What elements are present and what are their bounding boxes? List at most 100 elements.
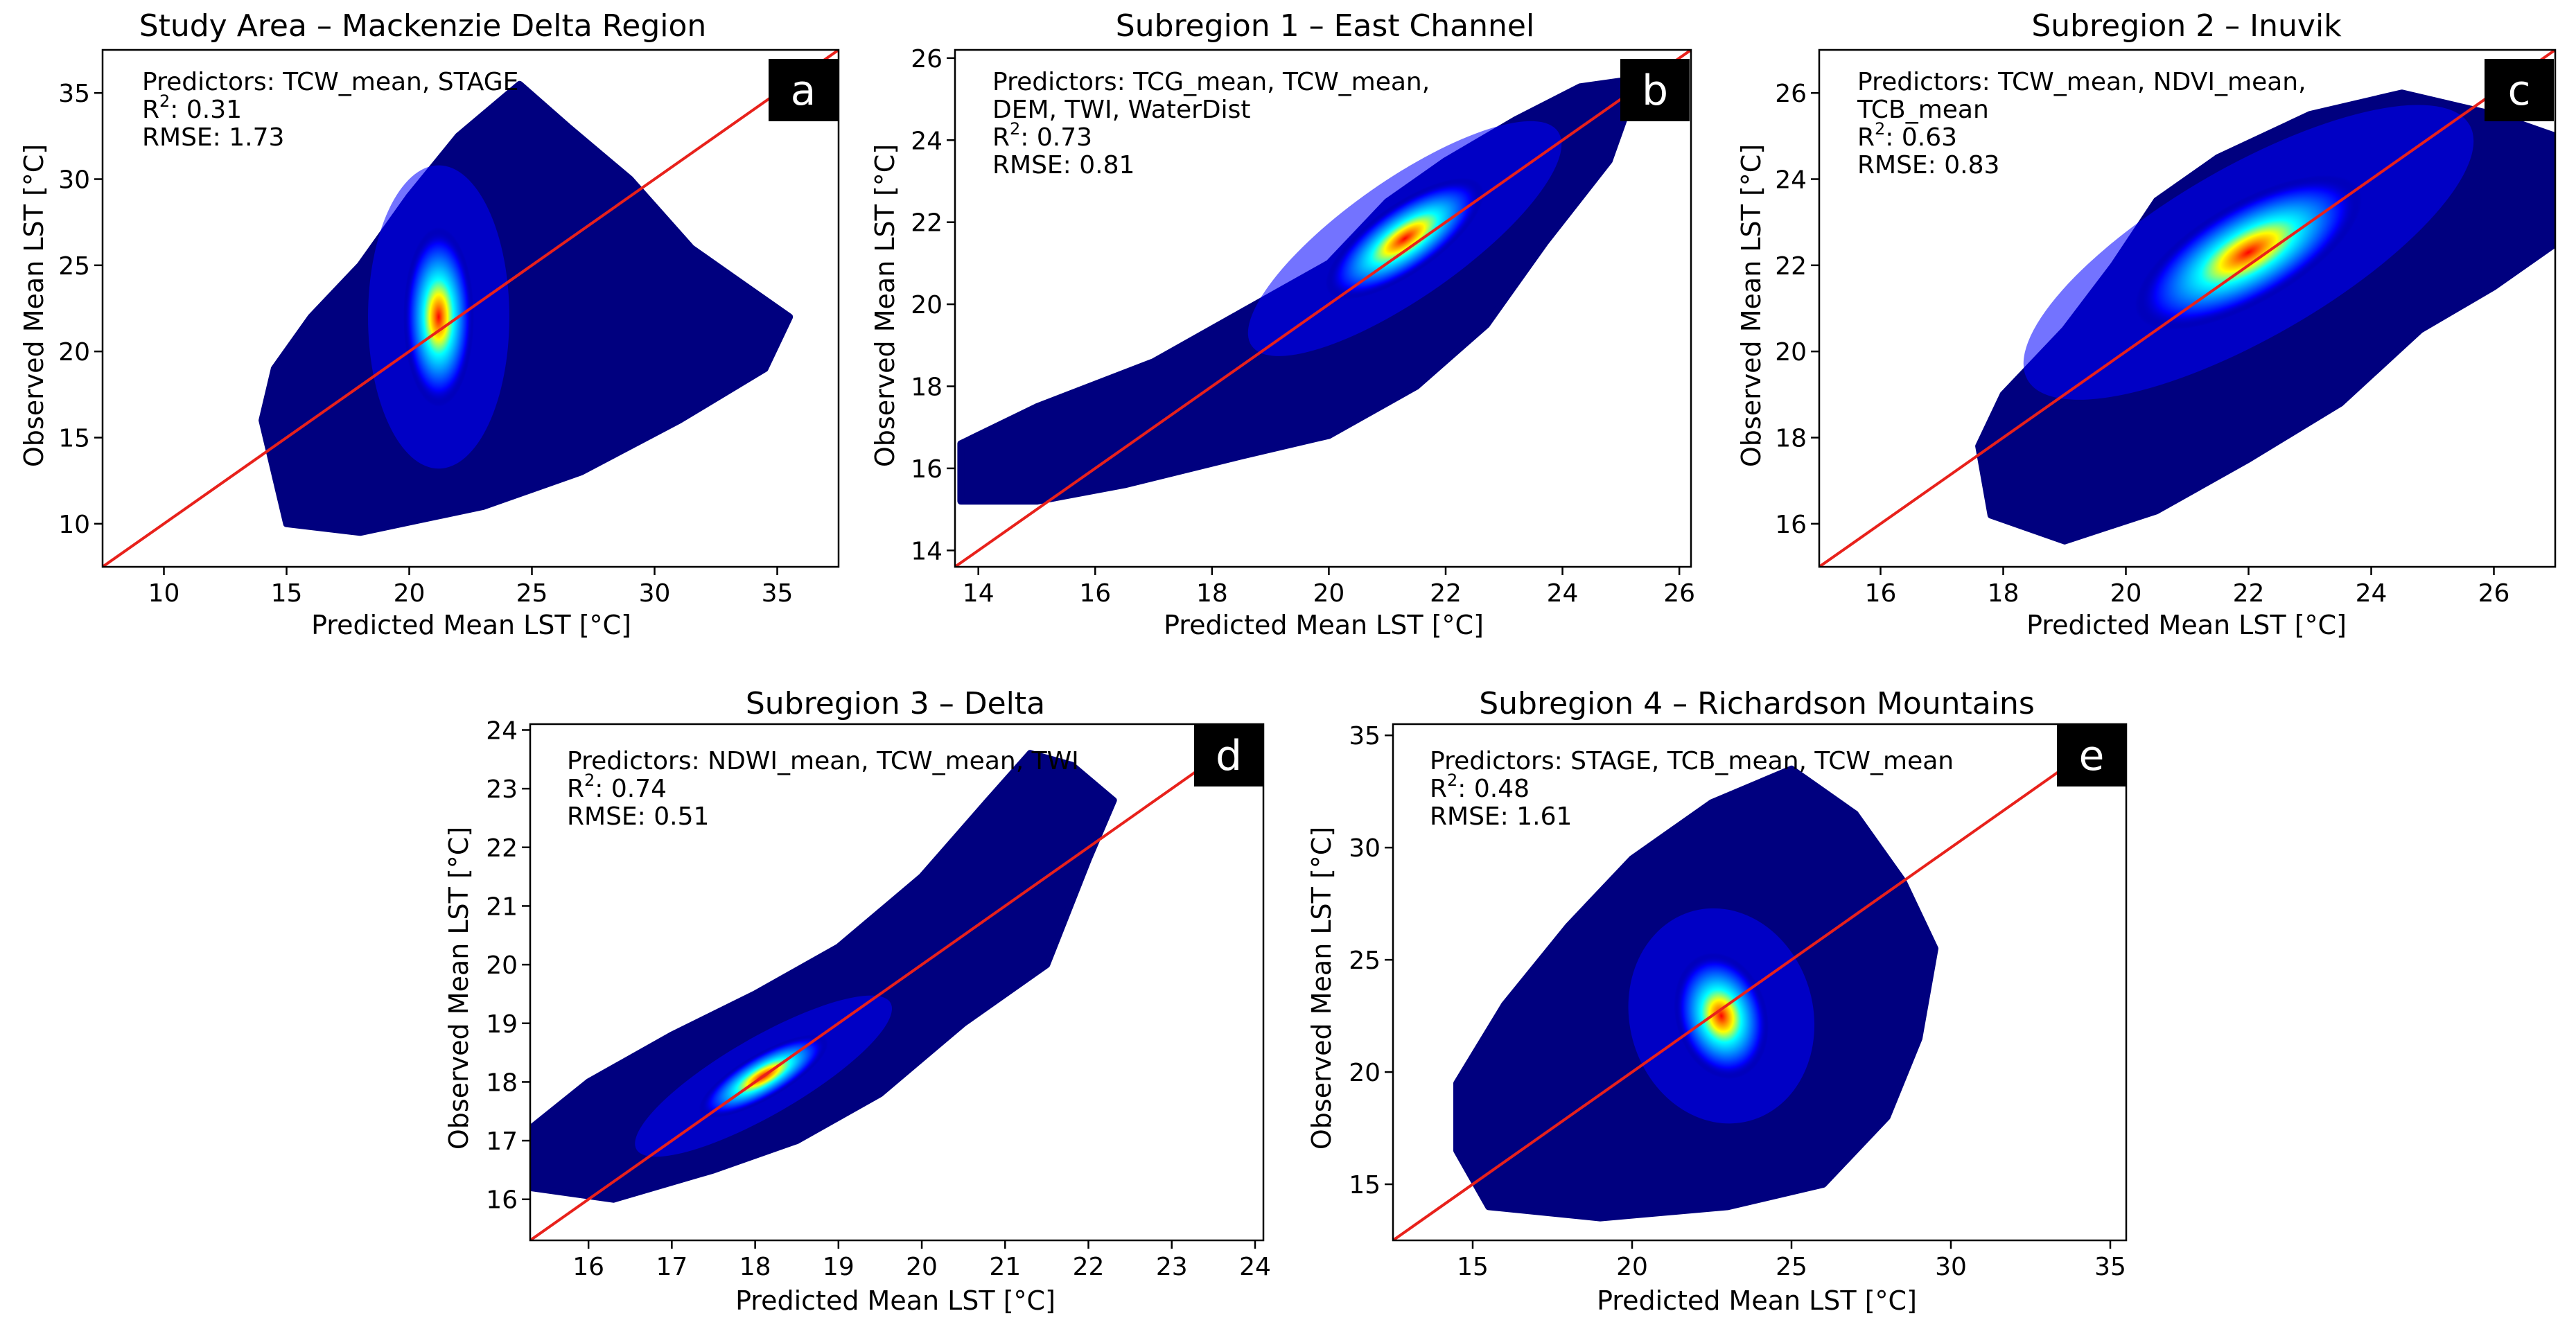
panel-e-xtick-label: 15 [1457,1253,1489,1281]
panel-e-ticks: 15 20 25 30 35 15 20 25 30 35 [1349,722,2126,1281]
panel-a-letter: a [791,67,816,115]
panel-b-ytick-label: 16 [911,455,943,484]
panel-e-rmse: RMSE: 1.61 [1430,802,1572,831]
panel-e-xtick-label: 35 [2094,1253,2126,1281]
panel-c-ytick-label: 20 [1775,338,1807,367]
panel-a-predictors-line-1: Predictors: TCW_mean, STAGE [142,68,518,96]
panel-a-xtick-label: 35 [762,579,794,608]
panel-c-ytick-label: 24 [1775,166,1807,195]
panel-a-ticks: 10 15 20 25 30 35 10 15 20 25 30 35 [58,80,793,608]
panel-c-title: Subregion 2 – Inuvik [2031,8,2342,44]
panel-c-letter: c [2508,67,2531,115]
panel-a-title: Study Area – Mackenzie Delta Region [139,8,707,44]
panel-d-xtick-label: 21 [989,1253,1021,1281]
panel-a: Study Area – Mackenzie Delta Region Pred… [19,8,840,640]
panel-a-xtick-label: 25 [516,579,548,608]
panel-b-xtick-label: 20 [1313,579,1345,608]
panel-a-rmse: RMSE: 1.73 [142,123,284,152]
panel-e-r2-label: R [1430,775,1447,803]
panel-e-ytick-label: 30 [1349,834,1381,863]
panel-c-r2-value: : 0.63 [1885,123,1957,152]
panel-c-rmse: RMSE: 0.83 [1857,151,1999,179]
panel-a-r2-value: : 0.31 [170,96,242,124]
panel-b-ytick-label: 24 [911,127,943,155]
panel-b-ytick-label: 22 [911,209,943,238]
panel-b-xtick-label: 26 [1663,579,1695,608]
panel-e-title: Subregion 4 – Richardson Mountains [1479,686,2035,721]
panel-e-plot-area [1392,723,2128,1242]
panel-e-xlabel: Predicted Mean LST [°C] [1597,1285,1917,1316]
panel-d-axes-frame [529,723,1265,1242]
panel-e-ytick-label: 20 [1349,1059,1381,1087]
panel-c-r2: R2: 0.63 [1857,119,1957,152]
panel-e-axes-frame [1392,723,2128,1242]
panel-c-density [1819,50,2555,567]
panel-d-r2-value: : 0.74 [595,775,667,803]
panel-d-plot-area [529,723,1265,1242]
panel-b-density-core [1325,177,1484,299]
panel-e-xtick-label: 25 [1776,1253,1807,1281]
panel-d-fit-line [530,724,1263,1240]
panel-d-density [530,724,1263,1240]
panel-e: Subregion 4 – Richardson Mountains Predi… [1306,686,2128,1316]
panel-d-xlabel: Predicted Mean LST [°C] [735,1285,1055,1316]
panel-b-ytick-label: 20 [911,291,943,319]
panel-c-ytick-label: 18 [1775,425,1807,453]
panel-c-r2-superscript: 2 [1875,119,1885,139]
panel-d-scatter-cloud [530,750,1117,1203]
panel-e-letter-box [2057,724,2126,786]
panel-c-xtick-label: 16 [1865,579,1897,608]
panel-e-fit-line [1393,724,2126,1240]
panel-a-fit-line [103,50,839,567]
panel-c-letter-box [2485,59,2554,121]
panel-b-predictors-line-1: Predictors: TCG_mean, TCW_mean, [992,68,1430,96]
panel-a-letter-box [769,59,838,121]
panel-c-fit-line [1819,50,2555,567]
panel-e-predictors-line-1: Predictors: STAGE, TCB_mean, TCW_mean [1430,747,1954,775]
panel-b-xtick-label: 14 [963,579,995,608]
panel-a-r2-superscript: 2 [159,91,170,111]
panel-e-ytick-label: 25 [1349,947,1381,975]
panel-c-xtick-label: 18 [1988,579,2019,608]
panel-a-ytick-label: 20 [58,338,90,367]
panel-b-density [955,50,1691,567]
panel-b-xtick-label: 18 [1196,579,1228,608]
panel-d-ytick-label: 23 [486,775,518,804]
panel-b-ticks: 14 16 18 20 22 24 26 14 16 18 20 22 24 26 [911,45,1695,608]
panel-c-plot-area [1818,49,2557,568]
panel-d-r2-label: R [567,775,584,803]
panel-a-ytick-label: 10 [58,511,90,539]
panel-d-xtick-label: 23 [1156,1253,1188,1281]
panel-d-xtick-label: 17 [656,1253,687,1281]
panel-a-xtick-label: 30 [639,579,671,608]
panel-b-plot-area [954,49,1692,568]
panel-c-axes-frame [1818,49,2557,568]
panel-d-predictors-line-1: Predictors: NDWI_mean, TCW_mean, TWI [567,747,1079,775]
panel-b-r2-value: : 0.73 [1020,123,1092,152]
panel-d-xtick-label: 22 [1073,1253,1105,1281]
panel-e-letter: e [2079,732,2105,780]
panel-d-xtick-label: 24 [1239,1253,1271,1281]
panel-a-density [103,50,839,567]
panel-a-ylabel: Observed Mean LST [°C] [19,144,49,467]
panel-d-rmse: RMSE: 0.51 [567,802,709,831]
panel-a-axes-frame [101,49,840,568]
panel-b-predictors-line-2: DEM, TWI, WaterDist [992,96,1251,124]
panel-c-xtick-label: 24 [2356,579,2387,608]
panel-e-density-core [1674,952,1769,1080]
panel-e-xtick-label: 30 [1935,1253,1967,1281]
panel-a-r2-label: R [142,96,159,124]
panel-c-xtick-label: 20 [2110,579,2142,608]
panel-e-ytick-label: 35 [1349,722,1381,750]
panel-a-r2: R2: 0.31 [142,91,242,124]
panel-e-r2-superscript: 2 [1447,771,1457,790]
panel-c-ytick-label: 16 [1775,511,1807,539]
panel-d: Subregion 3 – Delta Predicted Mean LST [… [444,686,1271,1316]
panel-b-letter: b [1642,67,1668,115]
panel-b-r2: R2: 0.73 [992,119,1092,152]
panel-b: Subregion 1 – East Channel Predicted Mea… [870,8,1695,640]
panel-a-xtick-label: 10 [148,579,180,608]
panel-b-ytick-label: 14 [911,537,943,565]
panel-d-r2: R2: 0.74 [567,771,667,803]
